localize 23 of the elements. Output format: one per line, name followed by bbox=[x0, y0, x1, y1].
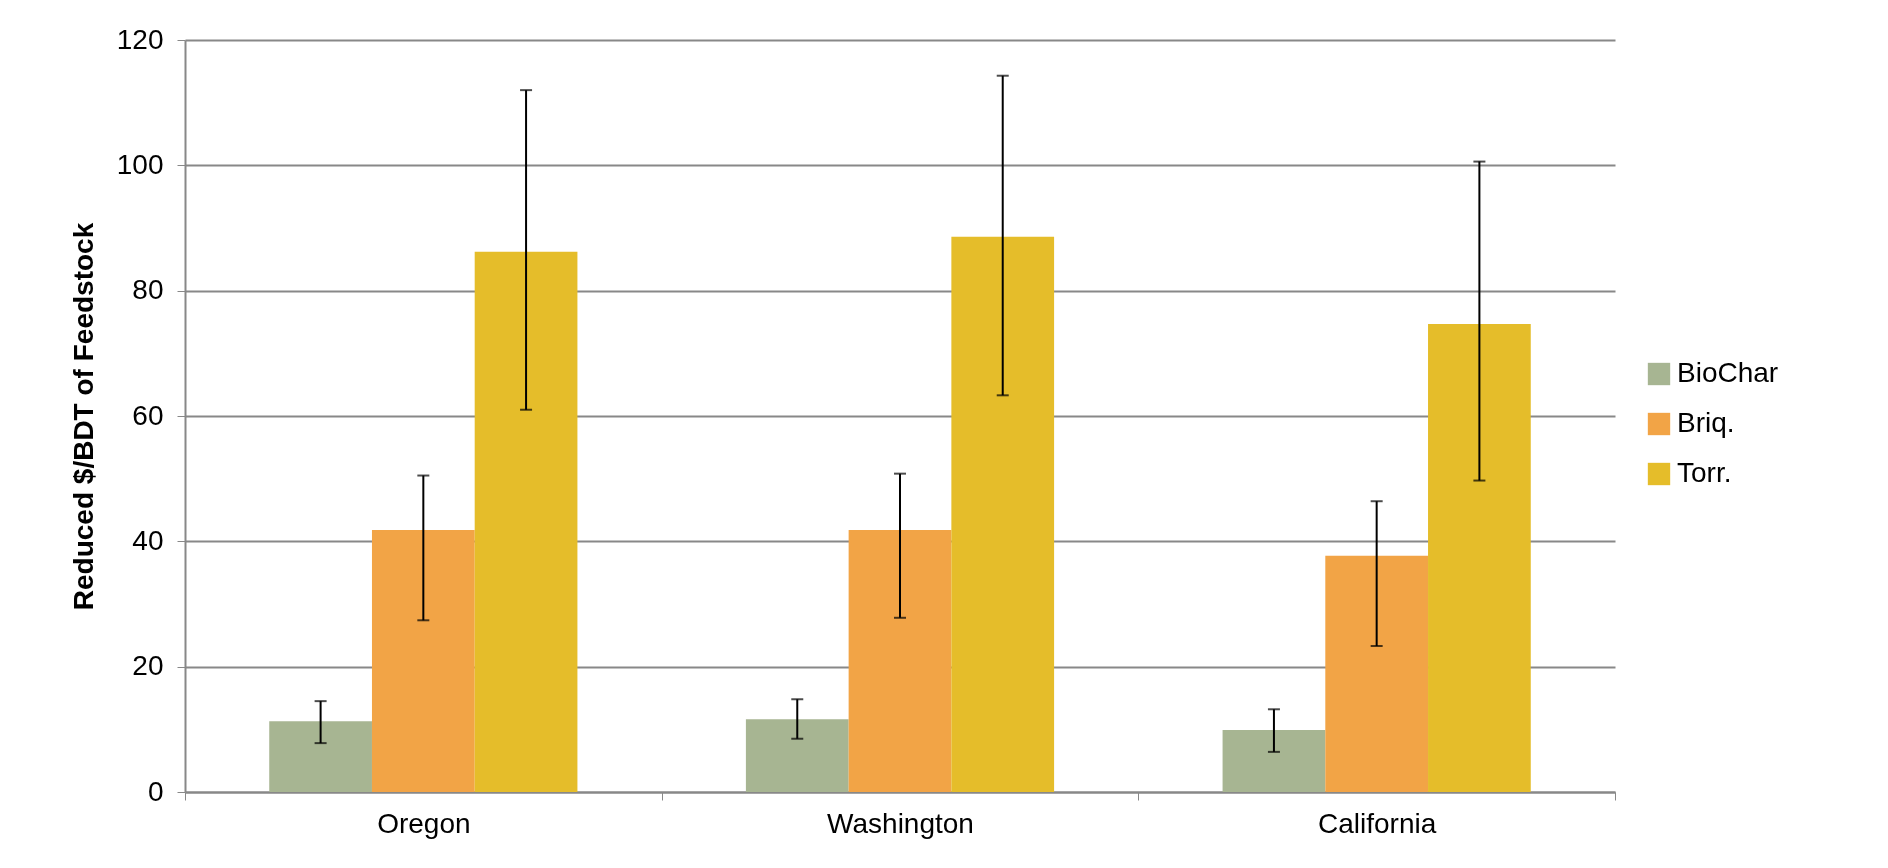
bar bbox=[1325, 555, 1429, 792]
legend-label: Torr. bbox=[1677, 457, 1732, 488]
y-tick-label: 120 bbox=[116, 23, 164, 55]
bar bbox=[848, 530, 952, 792]
bar bbox=[745, 719, 849, 792]
y-tick-label: 40 bbox=[132, 524, 164, 556]
y-tick-label: 20 bbox=[132, 650, 164, 682]
bar bbox=[1428, 323, 1531, 792]
bar bbox=[1222, 729, 1326, 792]
x-tick-label: California bbox=[1318, 807, 1437, 839]
legend-label: BioChar bbox=[1677, 357, 1779, 388]
y-tick-label: 100 bbox=[116, 148, 164, 180]
bar bbox=[371, 530, 475, 792]
y-tick-label: 80 bbox=[132, 274, 164, 306]
x-tick-label: Washington bbox=[827, 807, 974, 839]
bar bbox=[269, 721, 372, 792]
legend-label: Briq. bbox=[1677, 407, 1735, 438]
y-axis-title: Reduced $/BDT of Feedstock bbox=[67, 222, 99, 611]
bar bbox=[951, 236, 1055, 792]
bar bbox=[474, 251, 578, 792]
y-tick-label: 60 bbox=[132, 399, 164, 431]
y-tick-label: 0 bbox=[147, 775, 164, 807]
x-tick-label: Oregon bbox=[377, 807, 471, 839]
